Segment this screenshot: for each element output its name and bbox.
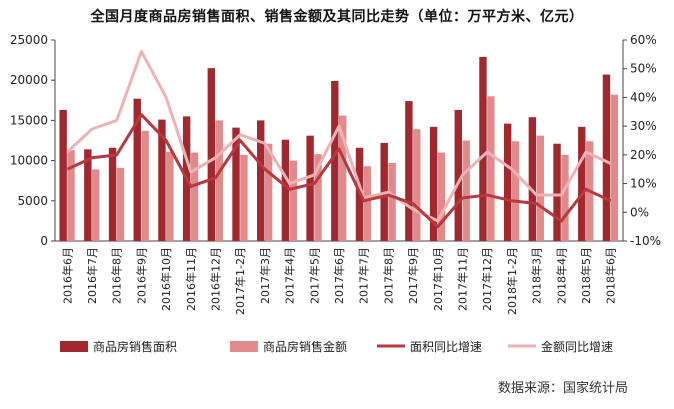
x-tick-label: 2017年12月 [480,247,494,311]
legend-area-swatch [60,341,88,352]
amount-growth-line [66,49,612,223]
right-tick-label: 50% [630,62,657,76]
legend-amount-growth-label: 金额同比增速 [541,339,613,354]
source-note: 数据来源：国家统计局 [497,381,628,396]
x-tick-label: 2017年9月 [406,247,420,304]
x-tick-label: 2016年12月 [209,247,223,311]
amount-bar [610,94,619,241]
amount-bar [264,143,273,241]
area-bar [133,98,141,241]
amount-bar [67,150,75,241]
amount-bar [561,154,569,241]
x-tick-label: 2016年9月 [134,247,148,304]
x-tick-label: 2017年4月 [283,247,297,304]
x-tick-label: 2018年1-2月 [505,247,519,315]
ticks: 0 5000 10000 15000 20000 25000 -10% 0% 10% 20% 30%… [10,33,661,315]
legend-area-growth-label: 面积同比增速 [410,340,482,354]
area-bar [331,81,339,241]
x-tick-label: 2016年10月 [159,247,173,311]
amount-bar [190,152,199,241]
x-tick-label: 2017年8月 [381,247,395,304]
legend-amount-swatch [230,341,258,352]
left-tick-label: 5000 [17,194,48,208]
amount-bar [166,151,174,241]
left-tick-label: 10000 [10,154,48,168]
area-bar [553,143,561,241]
area-growth-line [66,113,612,229]
amount-bar [92,169,100,241]
amount-bar [437,152,446,241]
right-tick-label: -10% [630,234,661,248]
x-tick-label: 2017年1-2月 [233,247,247,315]
legend: 商品房销售面积 商品房销售金额 面积同比增速 金额同比增速 [60,339,613,354]
area-bar [405,101,413,241]
x-tick-label: 2017年11月 [455,247,469,311]
x-tick-label: 2018年4月 [554,247,568,304]
area-bar [578,126,586,241]
x-tick-label: 2016年7月 [85,247,99,304]
right-tick-label: 10% [630,177,657,191]
x-tick-label: 2018年6月 [604,247,618,304]
amount-bar [116,167,125,241]
amount-bar [413,129,421,241]
amount-bar [511,141,520,241]
amount-bar [388,163,396,241]
area-bar [59,109,67,241]
chart-title: 全国月度商品房销售面积、销售金额及其同比走势（单位：万平方米、亿元） [90,9,584,25]
x-tick-label: 2018年3月 [530,247,544,304]
area-bar [602,74,611,242]
amount-bar [289,160,298,241]
x-tick-label: 2017年5月 [307,247,321,304]
right-tick-label: 0% [630,205,649,219]
amount-bar [240,154,248,241]
x-tick-label: 2016年6月 [60,247,74,304]
right-tick-label: 20% [630,148,657,162]
right-tick-label: 60% [630,33,657,47]
amount-bar [314,154,322,241]
area-bar [108,147,117,241]
left-tick-label: 25000 [10,33,48,47]
area-bar [429,126,438,241]
right-tick-label: 30% [630,119,657,133]
x-tick-label: 2017年7月 [357,247,371,304]
amount-bar [215,120,223,241]
area-bar [503,123,512,241]
amount-bar [141,130,149,241]
left-tick-label: 15000 [10,113,48,127]
x-tick-label: 2018年5月 [579,247,593,304]
left-tick-label: 0 [40,234,48,248]
area-bar [84,149,92,241]
amount-bar [487,96,495,241]
amount-bar [536,135,544,241]
amount-bar [363,166,372,241]
legend-amount-label: 商品房销售金额 [263,339,347,354]
amount-bar [462,140,470,241]
right-tick-label: 40% [630,90,657,104]
x-tick-label: 2017年6月 [332,247,346,304]
area-bar [232,127,240,241]
x-tick-label: 2017年3月 [258,247,272,304]
legend-area-label: 商品房销售面积 [93,339,177,354]
x-tick-label: 2017年10月 [431,247,445,311]
area-bar [479,56,487,241]
area-bar [528,117,537,241]
left-tick-label: 20000 [10,73,48,87]
area-bar [281,139,290,241]
area-bar [257,120,265,241]
area-bar [207,68,216,241]
x-tick-label: 2016年11月 [184,247,198,311]
area-bar [306,135,314,241]
area-bar [158,119,166,241]
area-bar [454,109,462,241]
x-tick-label: 2016年8月 [110,247,124,304]
lines [66,49,612,229]
amount-bar [339,115,347,241]
